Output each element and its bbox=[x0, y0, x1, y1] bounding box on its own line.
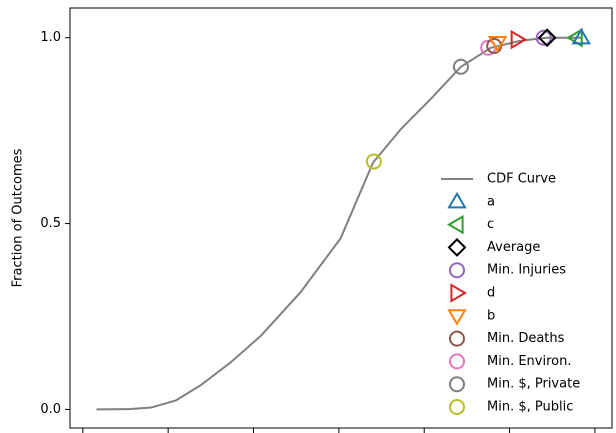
legend-label: b bbox=[487, 308, 495, 323]
legend-swatch bbox=[447, 237, 467, 257]
legend-swatch bbox=[447, 309, 467, 326]
legend-swatch bbox=[449, 399, 465, 415]
legend-swatch bbox=[450, 283, 467, 303]
legend-label: Min. $, Public bbox=[487, 400, 573, 415]
marker bbox=[365, 153, 382, 170]
legend-swatch bbox=[447, 214, 464, 235]
y-tick-label: 0.5 bbox=[40, 216, 61, 231]
legend-swatch bbox=[447, 191, 467, 209]
legend-swatch bbox=[449, 376, 465, 393]
legend-label: c bbox=[487, 217, 494, 232]
marker bbox=[535, 29, 552, 46]
marker bbox=[452, 58, 469, 75]
marker bbox=[571, 27, 592, 45]
legend-label: Min. Injuries bbox=[487, 263, 566, 278]
legend-swatch bbox=[449, 353, 465, 370]
legend-swatch bbox=[449, 330, 465, 347]
legend-label: Average bbox=[487, 240, 540, 255]
y-tick-label: 1.0 bbox=[40, 30, 61, 45]
legend-label: CDF Curve bbox=[487, 172, 556, 187]
legend-label: a bbox=[487, 194, 495, 209]
legend-label: Min. Deaths bbox=[487, 331, 565, 346]
legend-label: Min. Environ. bbox=[487, 354, 571, 369]
plot-frame bbox=[69, 7, 613, 429]
marker bbox=[537, 28, 557, 48]
y-tick-label: 0.0 bbox=[40, 402, 61, 417]
y-axis-label: Fraction of Outcomes bbox=[11, 148, 26, 287]
legend-label: Min. $, Private bbox=[487, 377, 580, 392]
legend-label: d bbox=[487, 286, 495, 301]
marker bbox=[510, 29, 528, 50]
legend-swatch bbox=[449, 262, 465, 279]
marker bbox=[487, 35, 508, 53]
